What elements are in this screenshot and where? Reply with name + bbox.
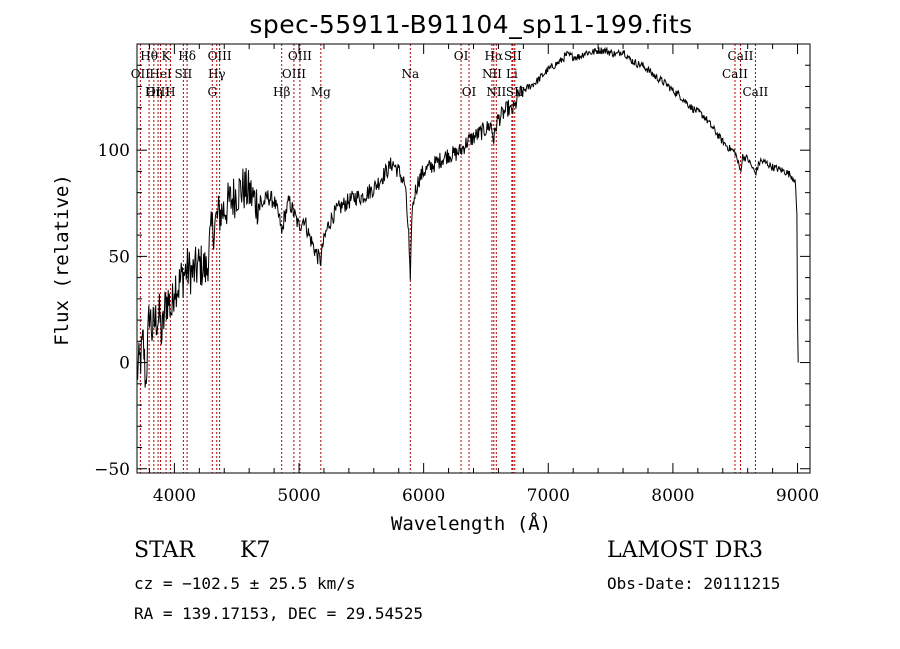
- line-label: NII: [486, 85, 506, 99]
- line-label: SII: [504, 49, 522, 63]
- x-tick-label: 9000: [776, 486, 819, 506]
- line-label: Hη: [145, 85, 163, 99]
- redshift-cz: cz = −102.5 ± 25.5 km/s: [134, 574, 356, 593]
- line-label: OI: [454, 49, 469, 63]
- object-subclass: K7: [240, 538, 271, 563]
- chart-title: spec-55911-B91104_sp11-199.fits: [249, 10, 692, 39]
- line-label: OI: [462, 85, 477, 99]
- line-label: OIII: [282, 67, 306, 81]
- ra-dec-coordinates: RA = 139.17153, DEC = 29.54525: [134, 604, 423, 623]
- object-class: STAR: [134, 538, 195, 563]
- x-tick-label: 8000: [651, 486, 694, 506]
- y-tick-label: 100: [98, 141, 130, 161]
- line-label: SII: [175, 67, 193, 81]
- line-label: CaII: [742, 85, 768, 99]
- line-label: HeI: [149, 67, 172, 81]
- x-axis-label: Wavelength (Å): [391, 512, 551, 535]
- x-tick-label: 4000: [153, 486, 196, 506]
- line-label: OIII: [146, 85, 170, 99]
- y-tick-label: −50: [94, 460, 130, 480]
- x-tick-label: 5000: [277, 486, 320, 506]
- y-tick-label: 50: [108, 247, 130, 267]
- x-tick-label: 6000: [402, 486, 445, 506]
- line-label: OIII: [288, 49, 312, 63]
- y-axis-label: Flux (relative): [51, 174, 73, 346]
- line-label: CaII: [728, 49, 754, 63]
- line-label: Hθ: [140, 49, 158, 63]
- spectrum-series: [136, 46, 799, 388]
- line-label: Hδ: [178, 49, 196, 63]
- line-label: Li: [506, 67, 518, 81]
- survey-name: LAMOST DR3: [607, 538, 763, 563]
- line-label: Hα: [485, 49, 504, 63]
- line-label: OII: [131, 67, 151, 81]
- observation-date: Obs-Date: 20111215: [607, 574, 781, 593]
- spectrum-line: [136, 46, 799, 388]
- plot-frame: [136, 43, 811, 474]
- line-label: G: [207, 85, 217, 99]
- line-label: Na: [401, 67, 419, 81]
- line-label: CaII: [722, 67, 748, 81]
- y-tick-label: 0: [119, 354, 130, 374]
- x-tick-label: 7000: [527, 486, 570, 506]
- line-label: OIII: [208, 49, 232, 63]
- line-label: NII: [482, 67, 502, 81]
- line-label: Mg: [311, 85, 331, 99]
- line-label: H: [165, 85, 175, 99]
- line-label: K: [162, 49, 172, 63]
- plot-axes: 4000 5000 6000 7000 8000 9000 −50 0 50 100: [94, 43, 819, 506]
- line-label: Hγ: [208, 67, 226, 81]
- line-label: Hβ: [273, 85, 290, 99]
